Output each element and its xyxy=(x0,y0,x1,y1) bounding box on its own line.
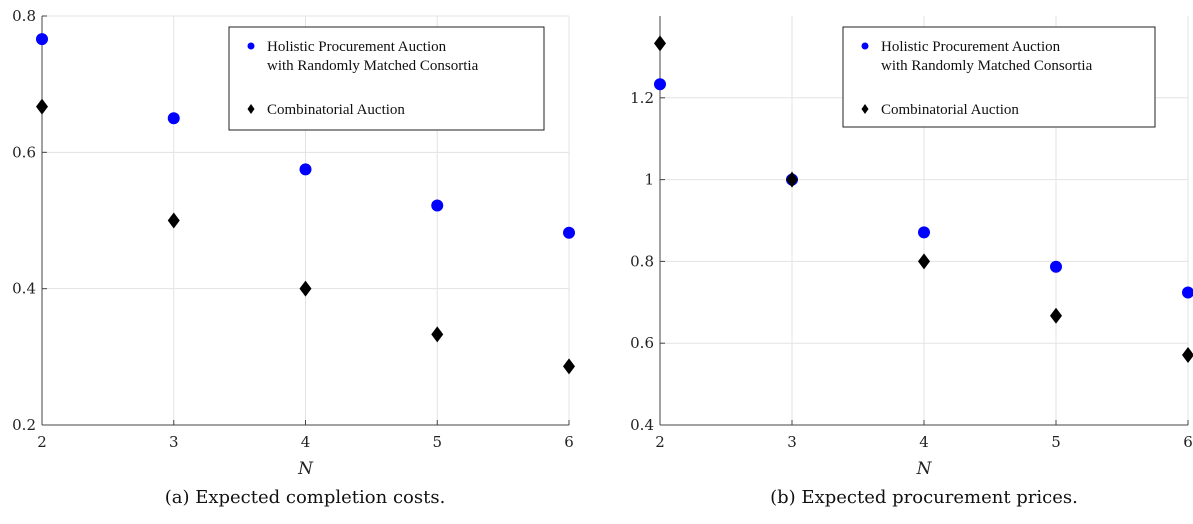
chart-0-legend-marker-1 xyxy=(247,104,255,114)
chart-1-x-axis-label: N xyxy=(916,459,933,479)
chart-0-series-0-point xyxy=(299,163,312,176)
chart-0-xtick-label: 4 xyxy=(301,433,311,451)
chart-0-ytick-label: 0.8 xyxy=(12,7,36,25)
chart-1-series-1-point xyxy=(1182,347,1193,364)
chart-0-series-1-point xyxy=(36,98,48,115)
chart-1-series-1-point xyxy=(786,171,798,188)
chart-1-legend-marker-0 xyxy=(861,42,869,50)
chart-0-legend-marker-0 xyxy=(247,42,255,50)
chart-0-ytick-label: 0.6 xyxy=(12,143,36,161)
chart-1-caption: (b) Expected procurement prices. xyxy=(770,487,1078,508)
chart-0-caption: (a) Expected completion costs. xyxy=(165,487,446,508)
chart-1-legend-marker-1 xyxy=(861,104,869,114)
chart-1-xtick-label: 4 xyxy=(919,433,929,451)
chart-0-series-0-point xyxy=(563,226,575,239)
chart-1-legend-label-1: Combinatorial Auction xyxy=(881,102,1019,118)
chart-1-legend-label-0: with Randomly Matched Consortia xyxy=(881,58,1093,74)
chart-1-ytick-label: 1.2 xyxy=(630,89,654,107)
chart-1-series-1-point xyxy=(654,35,666,52)
chart-1-series-1-point xyxy=(918,253,930,270)
chart-1-xtick-label: 3 xyxy=(787,433,797,451)
chart-0-series-0-point xyxy=(36,33,48,46)
chart-0-legend xyxy=(228,26,545,131)
chart-1-legend xyxy=(842,26,1156,128)
chart-0-ytick-label: 0.2 xyxy=(12,416,36,434)
chart-1-legend-label-0: Holistic Procurement Auction xyxy=(881,39,1061,55)
chart-0-ytick-label: 0.4 xyxy=(12,280,36,298)
chart-0-series-1-point xyxy=(167,212,180,229)
chart-0-xtick-label: 5 xyxy=(432,433,442,451)
chart-1-series-0-point xyxy=(1182,286,1193,299)
chart-1-xtick-label: 6 xyxy=(1183,433,1193,451)
chart-1-ytick-label: 0.4 xyxy=(630,416,654,434)
chart-0-series-0-point xyxy=(431,199,444,212)
chart-0-xtick-label: 3 xyxy=(169,433,179,451)
chart-1-ytick-label: 0.6 xyxy=(630,334,654,352)
chart-1-series-0-point xyxy=(918,226,930,239)
chart-0-legend-label-0: Holistic Procurement Auction xyxy=(267,39,447,55)
chart-0-series-1-point xyxy=(431,326,444,343)
chart-1-xtick-label: 2 xyxy=(655,433,665,451)
chart-0-xtick-label: 6 xyxy=(564,433,574,451)
chart-0-legend-label-1: Combinatorial Auction xyxy=(267,102,405,118)
chart-1-xtick-label: 5 xyxy=(1051,433,1061,451)
chart-1-ytick-label: 0.8 xyxy=(630,252,654,270)
chart-0-series-1-point xyxy=(299,280,312,297)
chart-1-series-1-point xyxy=(1050,307,1062,324)
chart-0-series-0-point xyxy=(167,112,180,125)
chart-1-series-0-point xyxy=(654,78,666,91)
chart-0-x-axis-label: N xyxy=(297,459,314,479)
chart-0-series-1-point xyxy=(563,358,575,375)
chart-0-xtick-label: 2 xyxy=(37,433,47,451)
chart-1-series-0-point xyxy=(1050,260,1062,273)
chart-0-legend-label-0: with Randomly Matched Consortia xyxy=(267,58,479,74)
chart-1-ytick-label: 1 xyxy=(644,171,654,189)
